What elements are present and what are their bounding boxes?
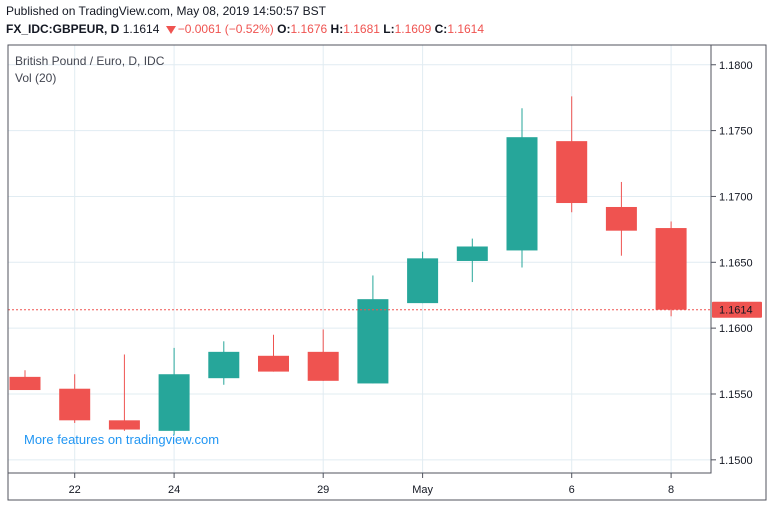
down-arrow-icon bbox=[165, 26, 176, 34]
chart-title: British Pound / Euro, D, IDC bbox=[15, 54, 165, 68]
plot-frame bbox=[7, 44, 712, 474]
chart-grid bbox=[8, 45, 711, 473]
candle-up bbox=[407, 251, 439, 304]
candle-down bbox=[59, 374, 91, 423]
candle-body bbox=[556, 141, 588, 204]
chart-frame bbox=[7, 44, 767, 501]
x-tick-label: 22 bbox=[69, 484, 81, 496]
low-value: 1.1609 bbox=[394, 22, 432, 36]
open-value: 1.1676 bbox=[290, 22, 328, 36]
y-tick-label: 1.1500 bbox=[719, 455, 753, 467]
candle-body bbox=[258, 355, 289, 372]
open-label: O: bbox=[277, 22, 291, 36]
candle-down bbox=[258, 334, 289, 372]
candle-down bbox=[605, 181, 637, 256]
svg-text:1.1614: 1.1614 bbox=[719, 305, 753, 317]
high-value: 1.1681 bbox=[343, 22, 380, 36]
x-tick-label: 8 bbox=[668, 484, 674, 496]
y-tick-label: 1.1750 bbox=[719, 126, 753, 138]
time-axis[interactable]: 22 24 29 May 6 8 bbox=[69, 473, 675, 496]
candle-body bbox=[456, 246, 488, 261]
last-price-label: 1.1614 bbox=[712, 301, 762, 318]
candle-body bbox=[307, 351, 339, 381]
candle-body bbox=[9, 376, 41, 391]
low-label: L: bbox=[383, 22, 395, 36]
quote-header: FX_IDC:GBPEUR, D 1.1614 −0.0061 (−0.52%)… bbox=[6, 22, 484, 36]
y-tick-label: 1.1650 bbox=[719, 257, 753, 269]
candle-down bbox=[655, 221, 687, 317]
candle-body bbox=[605, 206, 637, 231]
candle-body bbox=[357, 299, 389, 384]
high-label: H: bbox=[330, 22, 344, 36]
watermark-link[interactable]: More features on tradingview.com bbox=[24, 432, 219, 447]
price-axis[interactable]: 1.1500 1.1550 1.1600 1.1650 1.1700 1.1750 1.18… bbox=[711, 60, 753, 467]
symbol-label: FX_IDC:GBPEUR, D bbox=[6, 22, 120, 36]
volume-legend: Vol (20) bbox=[15, 71, 56, 85]
candle-down bbox=[108, 354, 140, 431]
candle-up bbox=[208, 341, 240, 385]
candle-down bbox=[307, 329, 339, 381]
x-tick-label: 6 bbox=[569, 484, 575, 496]
candle-up bbox=[506, 108, 538, 268]
candle-up bbox=[158, 347, 190, 435]
x-tick-label: 24 bbox=[168, 484, 180, 496]
candle-up bbox=[357, 275, 389, 384]
y-tick-label: 1.1600 bbox=[719, 323, 753, 335]
candle-body bbox=[407, 258, 439, 304]
candle-body bbox=[506, 137, 538, 251]
price-change: −0.0061 (−0.52%) bbox=[177, 22, 274, 36]
published-caption: Published on TradingView.com, May 08, 20… bbox=[6, 4, 326, 18]
candle-body bbox=[59, 388, 91, 421]
close-label: C: bbox=[434, 22, 448, 36]
y-tick-label: 1.1700 bbox=[719, 191, 753, 203]
candle-down bbox=[9, 370, 41, 391]
candle-body bbox=[655, 228, 687, 310]
candle-body bbox=[158, 374, 190, 431]
candles bbox=[9, 96, 687, 435]
y-tick-label: 1.1550 bbox=[719, 389, 753, 401]
x-tick-label: May bbox=[412, 484, 433, 496]
candle-up bbox=[456, 238, 488, 283]
y-tick-label: 1.1800 bbox=[719, 60, 753, 72]
last-price: 1.1614 bbox=[122, 22, 160, 36]
candle-down bbox=[556, 96, 588, 213]
candle-body bbox=[108, 420, 140, 430]
close-value: 1.1614 bbox=[447, 22, 485, 36]
x-tick-label: 29 bbox=[317, 484, 329, 496]
candle-body bbox=[208, 351, 240, 379]
